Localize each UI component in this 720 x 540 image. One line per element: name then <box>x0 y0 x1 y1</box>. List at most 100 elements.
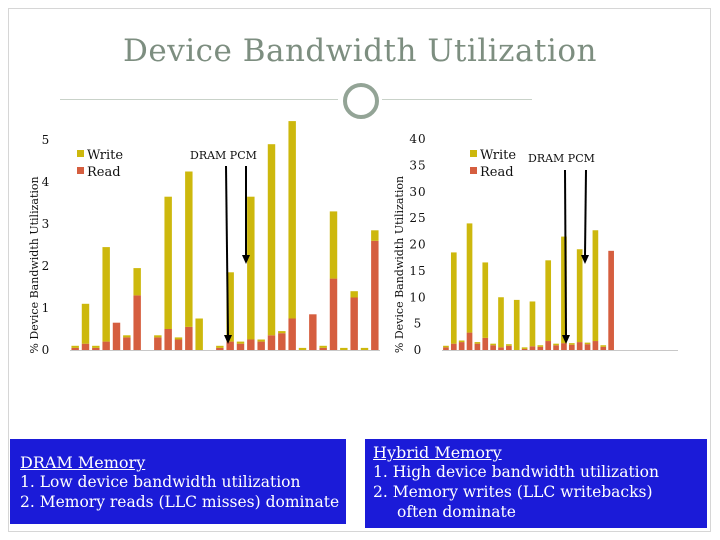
bar-write-segment <box>498 297 504 348</box>
bar-read-segment <box>482 337 489 350</box>
bar-write-segment <box>195 318 203 350</box>
bar-read-segment <box>350 297 358 350</box>
y-tick-label: 35 <box>409 158 426 172</box>
bar-read-segment <box>458 342 465 350</box>
bar-write-segment <box>133 268 141 296</box>
bar-read-segment <box>474 343 481 350</box>
y-axis-title: % Device Bandwidth Utilization <box>393 176 406 353</box>
y-tick-label: 20 <box>409 238 426 252</box>
bar-write-segment <box>443 345 449 348</box>
bar-read-segment <box>288 318 296 350</box>
circle-ornament-icon <box>343 83 379 119</box>
bar-read-segment <box>123 337 131 350</box>
legend-label: Read <box>87 165 121 180</box>
bar-write-segment <box>360 347 369 350</box>
bar-read-segment <box>267 335 276 350</box>
chart-hybrid: % Device Bandwidth Utilization 0 5 10 15 20 25… <box>393 132 678 357</box>
bar-write-segment <box>226 272 234 342</box>
hybrid-memory-panel: Hybrid Memory 1. High device bandwidth u… <box>365 439 707 528</box>
bar-read-segment <box>247 339 255 350</box>
bar-write-segment <box>521 347 528 349</box>
bar-write-segment <box>174 337 183 340</box>
bar-write-segment <box>490 343 496 346</box>
y-axis-title: % Device Bandwidth Utilization <box>28 176 41 353</box>
panel-line: 2. Memory reads (LLC misses) dominate <box>20 493 340 511</box>
bar-read-segment <box>466 332 473 350</box>
slide-frame <box>8 8 711 532</box>
arrow-head-icon <box>224 335 232 344</box>
annotation-arrow-shaft <box>564 169 567 337</box>
bar-write-segment <box>340 347 348 350</box>
bar-write-segment <box>319 345 327 348</box>
bar-read-segment <box>236 343 245 350</box>
bar-read-segment <box>164 329 172 350</box>
bar-read-segment <box>592 341 599 350</box>
legend-swatch <box>77 150 84 157</box>
slide-title: Device Bandwidth Utilization <box>123 33 597 69</box>
bar-write-segment <box>568 343 575 345</box>
bar-write-segment <box>154 335 162 338</box>
bar-read-segment <box>71 347 79 350</box>
y-tick-label: 30 <box>409 185 426 199</box>
bar-read-segment <box>185 326 193 350</box>
bar-write-segment <box>529 301 536 347</box>
bar-write-segment <box>185 171 193 327</box>
bar-read-segment <box>553 345 559 350</box>
bar-write-segment <box>257 339 265 342</box>
bar-read-segment <box>92 347 100 350</box>
bar-write-segment <box>247 196 255 340</box>
arrow-head-icon <box>242 255 250 264</box>
bar-write-segment <box>102 247 110 342</box>
bar-read-segment <box>102 341 110 350</box>
bar-write-segment <box>71 345 79 348</box>
bar-read-segment <box>568 344 575 350</box>
panel-heading: DRAM Memory <box>20 453 146 472</box>
panel-line: 1. Low device bandwidth utilization <box>20 473 301 491</box>
bar-read-segment <box>216 347 224 350</box>
annotation-label: DRAM PCM <box>190 149 257 162</box>
bar-write-segment <box>278 331 286 334</box>
bar-read-segment <box>154 337 162 350</box>
bar-write-segment <box>288 121 296 319</box>
bar-write-segment <box>482 262 489 338</box>
y-tick-label: 1 <box>42 301 51 315</box>
bar-write-segment <box>267 144 276 336</box>
bar-write-segment <box>592 230 599 342</box>
bar-read-segment <box>257 341 265 350</box>
bar-read-segment <box>133 295 141 350</box>
legend-label: Read <box>480 165 514 180</box>
bar-read-segment <box>443 347 449 350</box>
bar-write-segment <box>506 344 512 346</box>
bar-read-segment <box>319 347 327 350</box>
y-tick-label: 4 <box>42 175 51 189</box>
bar-read-segment <box>309 314 317 350</box>
annotation-label: DRAM PCM <box>528 152 595 165</box>
bar-read-segment <box>506 345 512 350</box>
y-tick-label: 2 <box>42 259 51 273</box>
annotation-arrow-shaft <box>584 169 587 257</box>
bar-write-segment <box>545 260 552 342</box>
bar-write-segment <box>584 342 591 345</box>
bar-write-segment <box>329 211 338 279</box>
panel-line: often dominate <box>397 503 516 521</box>
title-rule-left <box>60 99 338 100</box>
bar-write-segment <box>537 345 544 347</box>
bar-read-segment <box>226 341 234 350</box>
bar-write-segment <box>216 345 224 348</box>
bar-read-segment <box>112 322 121 350</box>
annotation-arrow-shaft <box>225 165 229 337</box>
title-rule-right <box>382 99 532 100</box>
y-tick-label: 0 <box>42 343 51 357</box>
bar-write-segment <box>450 252 457 344</box>
bar-read-segment <box>545 341 552 350</box>
y-tick-label: 40 <box>409 132 426 146</box>
bar-read-segment <box>529 346 536 350</box>
y-tick-label: 5 <box>414 317 423 331</box>
panel-heading: Hybrid Memory <box>373 443 502 462</box>
bar-write-segment <box>81 303 90 344</box>
bar-read-segment <box>371 240 379 350</box>
bar-read-segment <box>600 346 607 350</box>
bar-write-segment <box>371 230 379 241</box>
bar-read-segment <box>537 346 544 350</box>
